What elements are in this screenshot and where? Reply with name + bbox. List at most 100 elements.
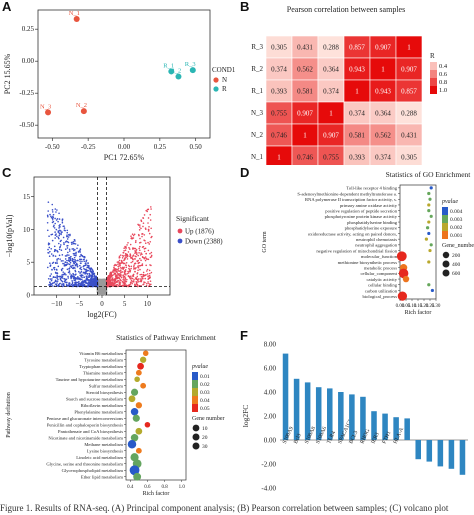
volcano-point-down: [75, 282, 77, 285]
volcano-point-up: [137, 254, 139, 257]
volcano-point-up: [121, 261, 124, 264]
color-legend-swatch: [192, 380, 198, 388]
bar: [382, 413, 388, 440]
term-label: Phenylalanine metabolism: [74, 410, 123, 415]
volcano-point-down: [91, 278, 94, 281]
volcano-point-down: [66, 238, 69, 240]
cell-value: 0.755: [271, 110, 287, 118]
volcano-point-down: [83, 256, 86, 259]
term-label: biological_process: [363, 294, 398, 299]
enrichment-dot: [398, 268, 409, 279]
term-label: Ether lipid metabolism: [81, 475, 124, 480]
term-label: negative regulation of mitochondrial fis…: [316, 248, 397, 253]
volcano-point-up: [140, 275, 143, 278]
volcano-point-down: [51, 209, 54, 211]
volcano-point-down: [57, 265, 60, 268]
volcano-point-up: [143, 239, 145, 241]
volcano-point-up: [115, 264, 118, 266]
volcano-point-down: [71, 243, 73, 245]
volcano-point-down: [79, 258, 82, 261]
volcano-point-up: [127, 272, 130, 274]
volcano-point-down: [68, 258, 70, 260]
volcano-point-up: [129, 257, 132, 259]
cell-value: 0.374: [375, 154, 391, 162]
volcano-point-up: [123, 273, 126, 275]
volcano-point-down: [50, 247, 53, 250]
volcano-point-down: [86, 273, 89, 275]
volcano-point-down: [86, 270, 89, 272]
volcano-point-up: [130, 275, 132, 277]
volcano-point-up: [108, 284, 110, 287]
volcano-point-down: [58, 218, 61, 220]
volcano-point-ns: [98, 284, 101, 287]
x-tick-label: 0.20: [420, 304, 429, 309]
legend-label: N: [222, 76, 227, 84]
enrichment-dot: [130, 433, 139, 442]
volcano-point-up: [143, 257, 146, 260]
volcano-point-down: [53, 224, 55, 227]
volcano-point-down: [58, 248, 61, 251]
volcano-point-down: [68, 260, 71, 263]
volcano-point-down: [48, 246, 51, 249]
cell-value: 0.305: [401, 154, 417, 162]
color-legend-swatch: [442, 223, 448, 231]
volcano-point-down: [72, 285, 74, 288]
volcano-point-up: [143, 250, 146, 253]
volcano-point-up: [127, 274, 130, 277]
volcano-point-up: [140, 273, 143, 276]
volcano-point-down: [81, 278, 83, 281]
volcano-point-down: [74, 269, 77, 272]
term-label: Tyrosine metabolism: [84, 358, 123, 363]
panel-f-letter: F: [240, 328, 248, 343]
volcano-point-down: [66, 281, 68, 284]
term-label: phosphatidylserine exposure: [345, 226, 397, 231]
volcano-point-up: [147, 275, 149, 278]
volcano-point-down: [61, 277, 64, 279]
x-tick-label: -0.50: [45, 143, 60, 151]
enrichment-dot: [428, 248, 432, 253]
volcano-point-down: [47, 252, 50, 254]
volcano-point-up: [119, 270, 121, 272]
cell-value: 0.288: [401, 110, 417, 118]
volcano-point-up: [146, 268, 149, 271]
volcano-point-down: [54, 234, 57, 236]
x-tick-label: −5: [76, 300, 84, 308]
volcano-point-up: [120, 276, 123, 279]
bar: [393, 417, 399, 440]
cell-value: 1: [407, 44, 411, 52]
volcano-point-up: [149, 252, 151, 255]
row-label: R_2: [251, 65, 263, 73]
volcano-point-up: [124, 264, 127, 266]
volcano-point-ns: [100, 293, 102, 295]
volcano-point-down: [49, 262, 51, 265]
volcano-point-down: [93, 281, 96, 284]
cell-value: 0.393: [271, 88, 287, 96]
volcano-point-up: [122, 278, 125, 281]
volcano-point-down: [63, 242, 65, 244]
volcano-point-down: [56, 250, 59, 253]
enrichment-dot: [427, 231, 431, 236]
enrichment-dot: [128, 395, 136, 403]
volcano-point-down: [87, 266, 90, 269]
y-axis-label: GO term: [262, 231, 268, 252]
volcano-point-up: [144, 259, 147, 262]
volcano-point-up: [133, 265, 135, 268]
bar: [448, 440, 455, 469]
volcano-point-up: [123, 258, 126, 261]
volcano-point-up: [133, 278, 135, 281]
x-tick-label: 10: [144, 300, 152, 308]
volcano-point-up: [122, 262, 125, 265]
volcano-point-up: [117, 272, 119, 275]
x-tick-label: 0.05: [402, 304, 411, 309]
volcano-point-up: [139, 278, 142, 280]
volcano-point-down: [62, 271, 65, 273]
volcano-point-ns: [101, 279, 103, 281]
volcano-point-down: [60, 232, 63, 234]
cell-value: 0.562: [297, 66, 313, 74]
volcano-point-up: [119, 264, 122, 267]
bar: [304, 382, 311, 440]
volcano-point-up: [122, 251, 125, 254]
volcano-point-up: [142, 273, 145, 276]
volcano-point-up: [114, 263, 116, 266]
volcano-point-up: [138, 241, 141, 244]
